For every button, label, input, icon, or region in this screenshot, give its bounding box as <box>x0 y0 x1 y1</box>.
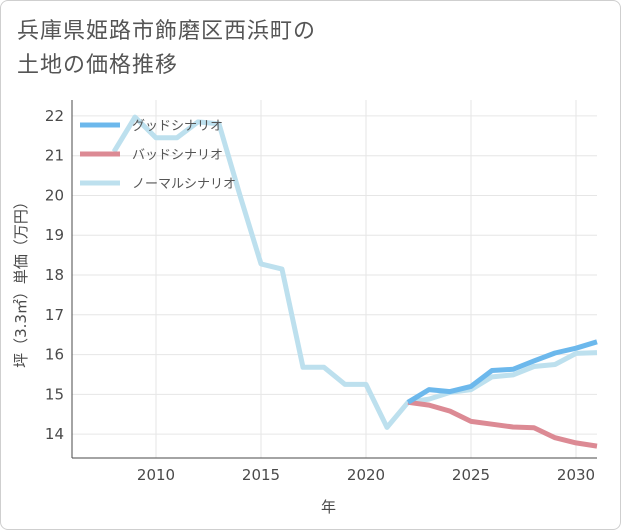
y-tick-label: 18 <box>45 266 64 284</box>
chart-title-line-1: 兵庫県姫路市飾磨区西浜町の <box>17 19 317 44</box>
y-axis-title: 坪（3.3㎡）単価（万円） <box>12 194 30 368</box>
y-tick-label: 20 <box>45 186 64 204</box>
x-tick-label: 2025 <box>452 466 490 484</box>
x-tick-label: 2010 <box>137 466 175 484</box>
x-tick-label: 2015 <box>242 466 280 484</box>
x-tick-label: 2020 <box>347 466 385 484</box>
x-tick-label: 2030 <box>557 466 595 484</box>
legend-label-normal: ノーマルシナリオ <box>132 177 236 192</box>
y-tick-label: 21 <box>45 147 64 165</box>
grid-lines <box>72 100 597 458</box>
y-tick-label: 19 <box>45 226 64 244</box>
y-tick-label: 15 <box>45 385 64 403</box>
axes <box>71 100 597 459</box>
legend-label-bad: バッドシナリオ <box>132 148 223 163</box>
y-tick-label: 17 <box>45 306 64 324</box>
chart-title-line-2: 土地の価格推移 <box>17 53 179 78</box>
chart-title: 兵庫県姫路市飾磨区西浜町の 土地の価格推移 <box>17 15 316 83</box>
y-tick-label: 16 <box>45 346 64 364</box>
series-line-bad <box>407 399 598 449</box>
series-line-normal <box>111 114 598 430</box>
axis-labels: 14 15 16 17 18 19 20 21 22 2010 2015 2020 2025 2030 年 坪… <box>12 107 595 516</box>
series-layer <box>111 114 598 449</box>
legend-label-good: グッドシナリオ <box>132 119 223 134</box>
series-line-good <box>406 339 598 405</box>
y-tick-label: 22 <box>45 107 64 125</box>
y-tick-label: 14 <box>45 425 64 443</box>
x-axis-title: 年 <box>321 498 336 516</box>
